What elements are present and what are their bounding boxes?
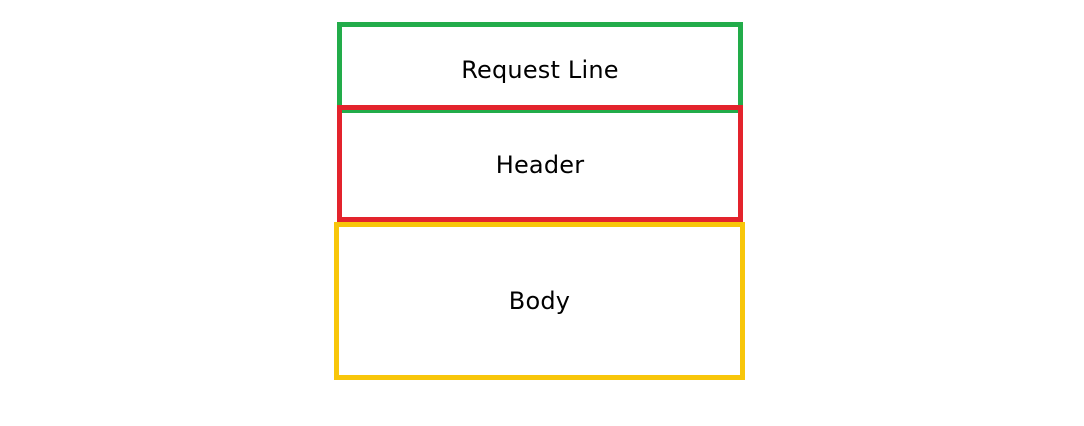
body-section-label: Body	[509, 287, 570, 315]
request-line-section-label: Request Line	[461, 52, 619, 84]
header-section-label: Header	[496, 149, 585, 179]
header-section-box: Header	[337, 105, 743, 222]
body-section-box: Body	[334, 222, 745, 380]
request-line-section-box: Request Line	[337, 22, 743, 113]
